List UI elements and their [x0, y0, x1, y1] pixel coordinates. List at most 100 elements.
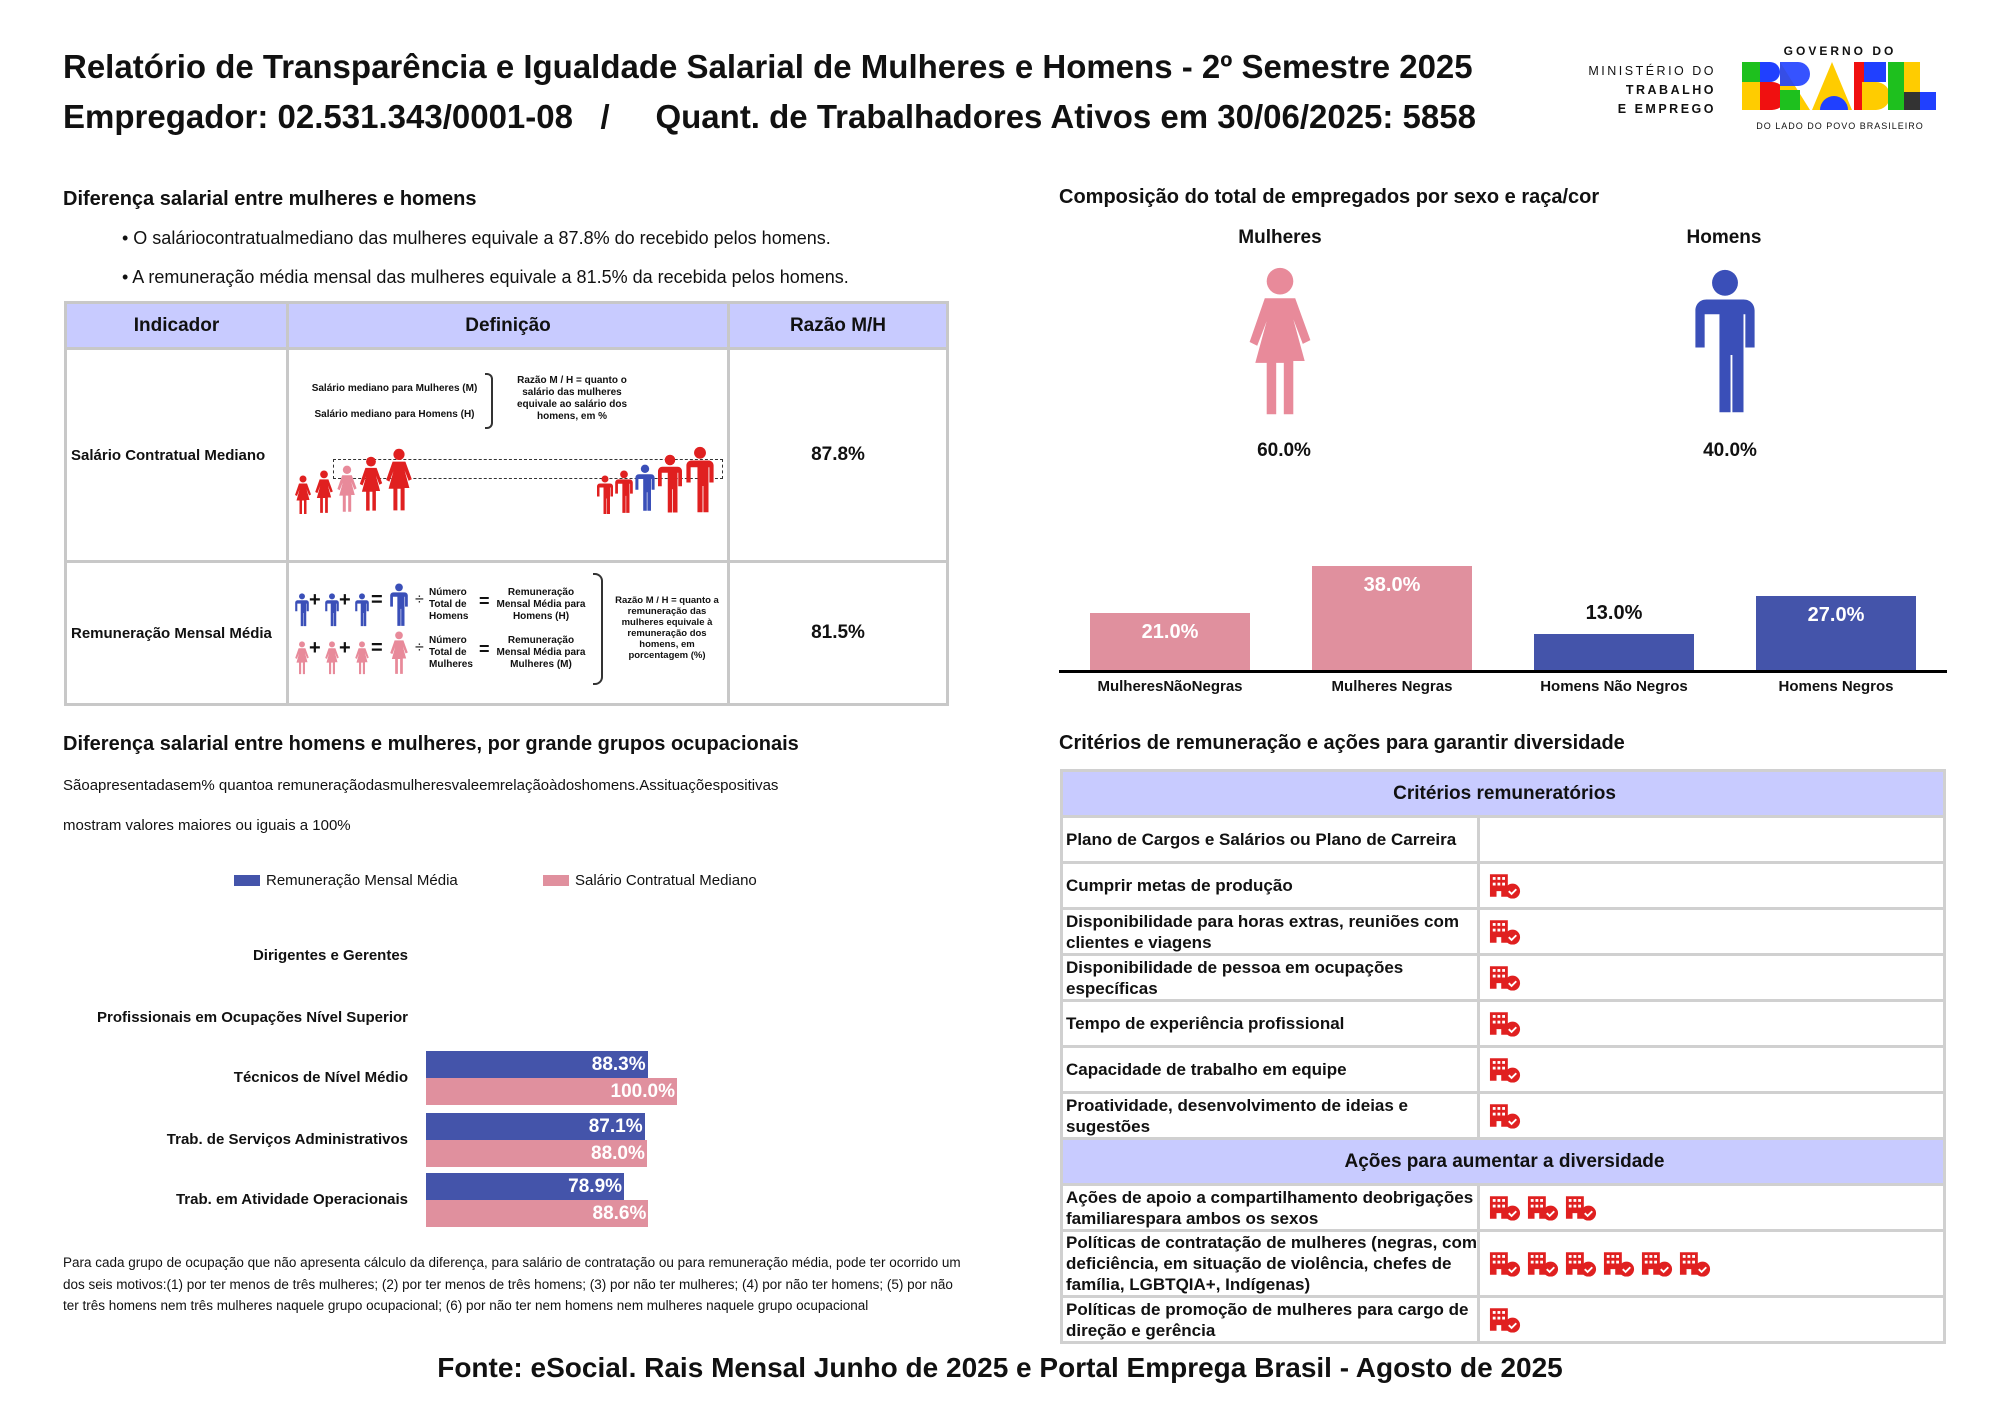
- logo-top-text: GOVERNO DO: [1783, 44, 1897, 58]
- category-label: Trab. em Atividade Operacionais: [175, 1191, 408, 1208]
- occupation-bar: 78.9%: [426, 1173, 625, 1200]
- criteria-row: Tempo de experiência profissional: [1060, 999, 1946, 1048]
- category-label: MulheresNãoNegras: [1097, 678, 1243, 695]
- def-note: Razão M / H = quanto o salário das mulhe…: [516, 374, 628, 422]
- criteria-label: Políticas de contratação de mulheres (ne…: [1060, 1229, 1480, 1298]
- criteria-icons: [1477, 1045, 1946, 1094]
- people-pictogram-icon: [295, 446, 714, 514]
- criteria-row: Políticas de promoção de mulheres para c…: [1060, 1295, 1946, 1344]
- report-title: Relatório de Transparência e Igualdade S…: [63, 48, 1473, 85]
- legend-label: Salário Contratual Mediano: [575, 872, 757, 889]
- building-check-icon: [1489, 1306, 1521, 1333]
- occupational-desc: Sãoapresentadasem% quantoa remuneraçãoda…: [63, 777, 779, 794]
- building-check-icon: [1641, 1250, 1673, 1277]
- women-label: Mulheres: [1238, 227, 1322, 248]
- ministry-line: E EMPREGO: [1617, 102, 1716, 116]
- building-check-icon: [1489, 1056, 1521, 1083]
- category-label: Mulheres Negras: [1331, 678, 1453, 695]
- bar-value-label: 21.0%: [1141, 620, 1199, 643]
- occupation-bar: 87.1%: [426, 1113, 645, 1140]
- criteria-icons: [1477, 953, 1946, 1002]
- col-indicator: Indicador: [64, 301, 289, 350]
- category-label: Trab. de Serviços Administrativos: [166, 1131, 408, 1148]
- criteria-row: Disponibilidade de pessoa em ocupações e…: [1060, 953, 1946, 1002]
- x-axis-line: [1059, 670, 1947, 673]
- equals-sign: =: [371, 588, 383, 611]
- criteria-section-header: Ações para aumentar a diversidade: [1060, 1137, 1946, 1186]
- occupational-desc: mostram valores maiores ou iguais a 100%: [63, 817, 351, 834]
- ministry-logo: MINISTÉRIO DO TRABALHO E EMPREGO: [1580, 62, 1716, 119]
- category-label: Homens Negros: [1778, 678, 1894, 695]
- criteria-label: Proatividade, desenvolvimento de ideias …: [1060, 1091, 1480, 1140]
- criteria-title: Critérios de remuneração e ações para ga…: [1059, 732, 1625, 754]
- category-label: Dirigentes e Gerentes: [252, 947, 408, 964]
- composition-bar: [1756, 596, 1916, 670]
- ratio-median: 87.8%: [727, 347, 949, 563]
- category-label: Homens Não Negros: [1540, 678, 1688, 695]
- bullet-average: • A remuneração média mensal das mulhere…: [122, 267, 849, 287]
- brace: [593, 572, 603, 685]
- building-check-icon: [1489, 1102, 1521, 1129]
- employer-info: Empregador: 02.531.343/0001-08 / Quant. …: [63, 98, 1476, 135]
- indicator-table: Indicador Definição Razão M/H Salário Co…: [64, 301, 949, 706]
- criteria-label: Cumprir metas de produção: [1060, 861, 1480, 910]
- criteria-label: Ações de apoio a compartilhamento deobri…: [1060, 1183, 1480, 1232]
- definition-average: + + = + + = ÷ ÷ Número Total de Homens N…: [286, 560, 730, 706]
- criteria-icons: [1477, 1295, 1946, 1344]
- legend-label: Remuneração Mensal Média: [266, 872, 458, 889]
- legend-swatch: [234, 875, 260, 886]
- logo-tagline: DO LADO DO POVO BRASILEIRO: [1756, 121, 1924, 131]
- brace: [485, 372, 493, 429]
- salary-gap-title: Diferença salarial entre mulheres e home…: [63, 188, 477, 210]
- criteria-label: Tempo de experiência profissional: [1060, 999, 1480, 1048]
- def-text: Salário mediano para Mulheres (M): [311, 382, 478, 394]
- equals-sign: =: [371, 636, 383, 659]
- building-check-icon: [1679, 1250, 1711, 1277]
- man-icon: [1695, 269, 1755, 413]
- divide-sign: ÷: [415, 590, 424, 608]
- def-note: Razão M / H = quanto a remuneração das m…: [615, 594, 719, 661]
- occupational-title: Diferença salarial entre homens e mulher…: [63, 733, 799, 755]
- bar-value-label: 27.0%: [1807, 604, 1865, 627]
- dashed-box: [333, 458, 723, 479]
- col-ratio: Razão M/H: [727, 301, 949, 350]
- plus-sign: +: [339, 636, 351, 659]
- building-check-icon: [1489, 1250, 1521, 1277]
- occupation-bar: 88.3%: [426, 1051, 648, 1078]
- building-check-icon: [1527, 1250, 1559, 1277]
- composition-bar: [1312, 566, 1472, 670]
- composition-bar: [1090, 612, 1250, 670]
- def-text: Salário mediano para Homens (H): [314, 408, 475, 420]
- ministry-line: MINISTÉRIO DO: [1588, 64, 1716, 78]
- legend-item: Remuneração Mensal Média: [234, 872, 458, 889]
- brasil-wordmark-icon: [1742, 62, 1936, 110]
- criteria-section-header: Critérios remuneratórios: [1060, 769, 1946, 818]
- equals-sign: =: [479, 590, 490, 611]
- table-row: Salário Contratual Mediano Salário media…: [64, 347, 949, 563]
- criteria-icons: [1477, 907, 1946, 956]
- building-check-icon: [1565, 1250, 1597, 1277]
- criteria-row: Cumprir metas de produção: [1060, 861, 1946, 910]
- criteria-icons: [1477, 1183, 1946, 1232]
- criteria-label: Políticas de promoção de mulheres para c…: [1060, 1295, 1480, 1344]
- source-note: Fonte: eSocial. Rais Mensal Junho de 202…: [437, 1352, 1563, 1383]
- table-row: Remuneração Mensal Média + + = + + = ÷ ÷…: [64, 560, 949, 706]
- criteria-row: Plano de Cargos e Salários ou Plano de C…: [1060, 815, 1946, 864]
- occupation-bar: 88.0%: [426, 1140, 647, 1167]
- criteria-label: Plano de Cargos e Salários ou Plano de C…: [1060, 815, 1480, 864]
- men-label: Homens: [1686, 227, 1762, 248]
- criteria-icons: [1477, 1229, 1946, 1298]
- criteria-icons: [1477, 815, 1946, 864]
- indicator-label: Salário Contratual Mediano: [64, 347, 289, 563]
- criteria-icons: [1477, 1091, 1946, 1140]
- criteria-row: Proatividade, desenvolvimento de ideias …: [1060, 1091, 1946, 1140]
- building-check-icon: [1489, 872, 1521, 899]
- composition-chart: 21.0% MulheresNãoNegras 38.0% Mulheres Negr…: [1059, 560, 1947, 710]
- men-percent: 40.0%: [1703, 440, 1757, 461]
- criteria-row: Capacidade de trabalho em equipe: [1060, 1045, 1946, 1094]
- def-text: Número Total de Mulheres: [429, 634, 473, 670]
- criteria-label: Capacidade de trabalho em equipe: [1060, 1045, 1480, 1094]
- building-check-icon: [1489, 1194, 1521, 1221]
- gov-brasil-logo: GOVERNO DO DO LADO DO POVO BRASILEIRO: [1740, 44, 1940, 131]
- def-text: Remuneração Mensal Média para Homens (H): [496, 586, 586, 622]
